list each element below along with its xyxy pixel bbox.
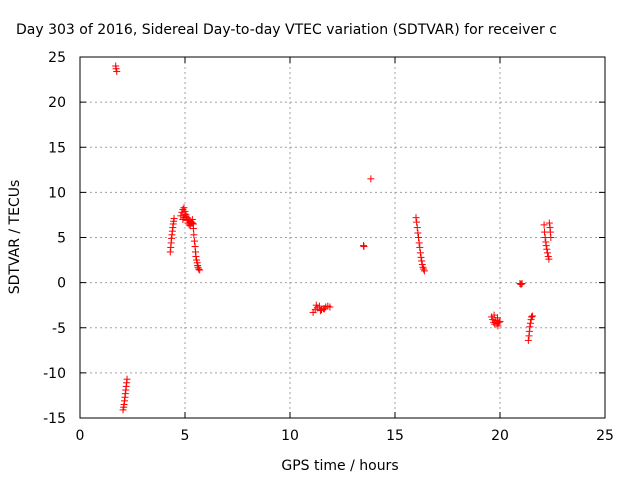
- data-point: [182, 213, 190, 221]
- data-point: [367, 175, 375, 183]
- data-point: [413, 224, 421, 232]
- data-point: [316, 307, 324, 315]
- data-point: [113, 67, 121, 75]
- data-point: [517, 280, 525, 288]
- data-point: [412, 214, 420, 222]
- y-tick-label: 5: [57, 231, 66, 247]
- y-tick-label: -15: [43, 411, 66, 427]
- y-tick-label: 10: [48, 185, 66, 201]
- data-point: [420, 265, 428, 273]
- data-point: [177, 212, 185, 220]
- data-point: [414, 229, 422, 237]
- data-point: [419, 263, 427, 271]
- data-point: [326, 303, 334, 311]
- data-point: [360, 243, 368, 251]
- y-tick-label: 15: [48, 140, 66, 156]
- data-point: [540, 221, 548, 229]
- x-tick-label: 10: [281, 428, 299, 444]
- grid-lines: [80, 57, 605, 418]
- y-tick-label: 0: [57, 276, 66, 292]
- data-point: [416, 243, 424, 251]
- data-point: [545, 219, 553, 227]
- data-point: [494, 322, 502, 330]
- data-point: [170, 215, 178, 223]
- data-point: [526, 323, 534, 331]
- data-point: [542, 242, 550, 250]
- data-point: [190, 231, 198, 239]
- data-point: [416, 249, 424, 257]
- data-point: [420, 267, 428, 275]
- data-point: [528, 313, 535, 321]
- data-point: [543, 249, 551, 257]
- data-point: [496, 317, 504, 325]
- y-tick-label: 20: [48, 95, 66, 111]
- data-point: [195, 265, 203, 273]
- data-point: [180, 204, 188, 212]
- data-point: [529, 312, 537, 320]
- chart-title: Day 303 of 2016, Sidereal Day-to-day VTE…: [16, 22, 557, 38]
- data-point: [187, 219, 195, 227]
- data-point: [518, 280, 526, 288]
- data-point: [418, 257, 426, 265]
- data-point: [123, 375, 131, 383]
- data-point: [312, 301, 320, 309]
- x-tick-label: 5: [181, 428, 190, 444]
- data-point: [417, 253, 425, 261]
- x-axis-label: GPS time / hours: [281, 458, 398, 474]
- y-tick-label: -5: [52, 321, 66, 337]
- data-point: [495, 318, 503, 326]
- data-point: [192, 252, 200, 260]
- x-tick-label: 15: [386, 428, 404, 444]
- data-point: [526, 319, 534, 327]
- y-tick-label: 25: [48, 50, 66, 66]
- x-tick-label: 25: [596, 428, 614, 444]
- data-point: [321, 305, 329, 313]
- x-tick-label: 20: [491, 428, 509, 444]
- data-point: [541, 228, 549, 236]
- data-point: [547, 234, 555, 241]
- data-point: [524, 336, 532, 344]
- data-point: [188, 215, 196, 223]
- data-point: [545, 255, 553, 263]
- data-point: [196, 266, 204, 274]
- data-point: [493, 314, 501, 322]
- y-tick-label: -10: [43, 366, 66, 382]
- data-point: [415, 239, 423, 247]
- axis-ticks: 0 5 10 15 20 25 25 20 15 10 5 0 -5 -10 -15: [43, 50, 614, 444]
- data-point: [415, 234, 423, 241]
- data-point: [315, 302, 323, 310]
- x-tick-label: 0: [76, 428, 85, 444]
- data-point: [413, 218, 421, 226]
- y-axis-label: SDTVAR / TECUs: [7, 180, 23, 295]
- data-point: [543, 245, 551, 253]
- data-point: [189, 224, 197, 232]
- data-point: [190, 237, 198, 245]
- data-points: [112, 62, 555, 414]
